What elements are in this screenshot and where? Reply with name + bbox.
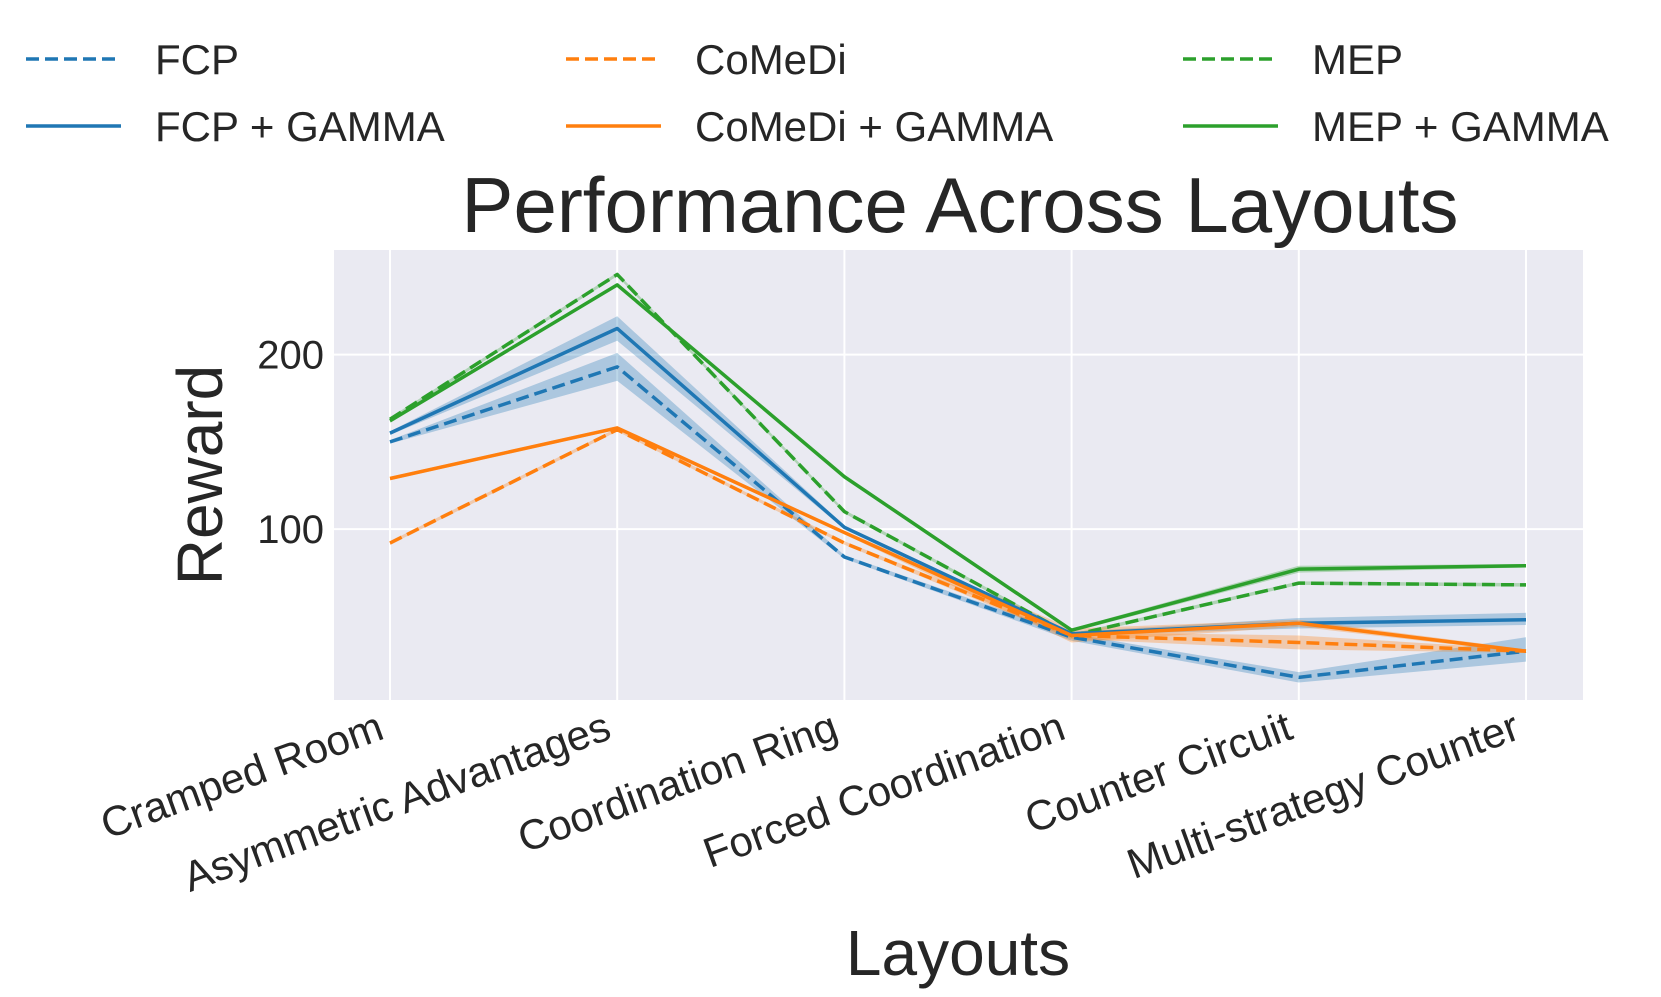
line-mep xyxy=(389,272,1527,638)
plot-area xyxy=(334,250,1583,700)
series-lines xyxy=(389,272,1527,680)
x-tick-label-multi-strategy-counter: Multi-strategy Counter xyxy=(1121,702,1525,887)
legend-item-fcp: FCP xyxy=(26,36,239,83)
x-axis-label: Layouts xyxy=(846,917,1070,989)
line-fcp xyxy=(389,365,1527,680)
legend-item-mep: MEP xyxy=(1183,36,1403,83)
legend-label: CoMeDi + GAMMA xyxy=(695,103,1053,150)
legend-item-fcp-gamma: FCP + GAMMA xyxy=(26,103,445,150)
x-tick-label-asymmetric-advantages: Asymmetric Advantages xyxy=(177,702,616,900)
line-comedi-gamma xyxy=(389,426,1527,653)
y-tick-label: 100 xyxy=(257,508,324,552)
legend-label: MEP + GAMMA xyxy=(1312,103,1609,150)
line-mep-gamma xyxy=(389,283,1527,632)
legend-item-comedi: CoMeDi xyxy=(566,36,847,83)
y-axis-label: Reward xyxy=(164,365,236,586)
legend-label: MEP xyxy=(1312,36,1403,83)
legend: FCP CoMeDi MEP FCP + GAMMA CoMeDi + GAMMA MEP… xyxy=(26,36,1609,150)
y-tick-labels: 100 200 xyxy=(257,334,324,552)
legend-label: FCP xyxy=(155,36,239,83)
chart-title: Performance Across Layouts xyxy=(461,161,1458,249)
legend-item-mep-gamma: MEP + GAMMA xyxy=(1183,103,1609,150)
y-tick-label: 200 xyxy=(257,334,324,378)
line-comedi xyxy=(389,427,1527,653)
legend-item-comedi-gamma: CoMeDi + GAMMA xyxy=(566,103,1053,150)
legend-label: CoMeDi xyxy=(695,36,847,83)
line-fcp-gamma xyxy=(389,326,1527,636)
legend-label: FCP + GAMMA xyxy=(155,103,445,150)
